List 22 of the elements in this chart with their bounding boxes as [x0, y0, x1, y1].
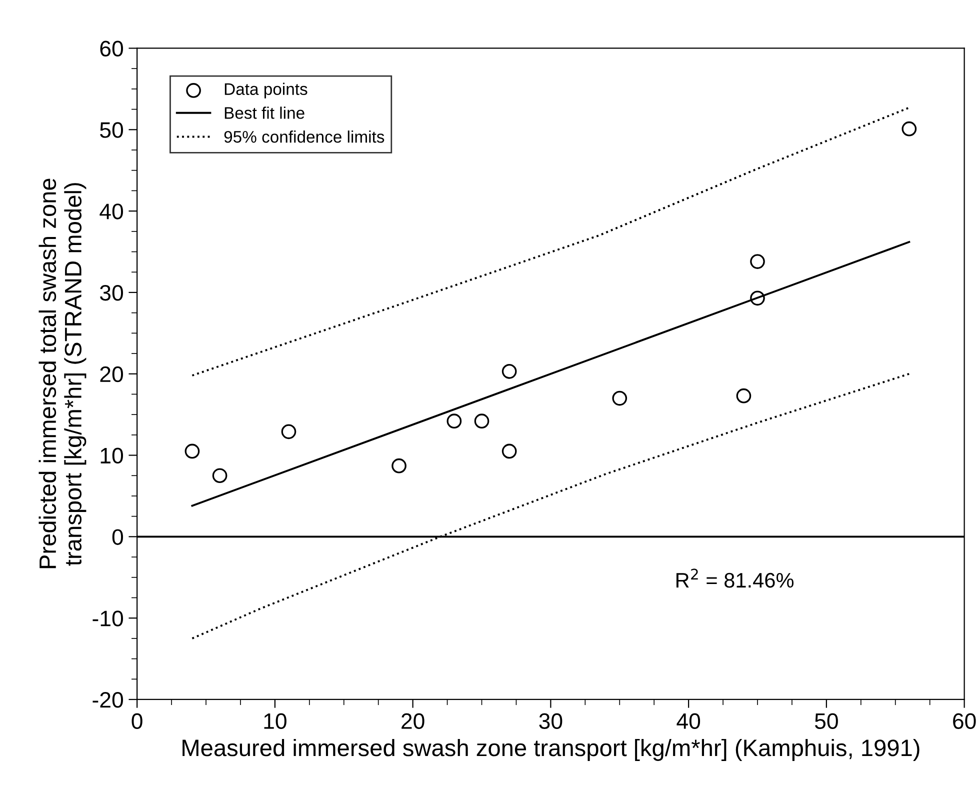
y-tick-label: 40 — [100, 204, 123, 220]
x-tick-label: 20 — [402, 713, 424, 729]
y-tick-label: 0 — [112, 529, 123, 545]
y-axis-title: Predicted immersed total swash zone transport [kg/m*hr] (STRAND model) — [38, 178, 86, 568]
x-tick-label: 30 — [539, 713, 562, 729]
legend-label: Data points — [224, 82, 308, 98]
y-tick-label: 10 — [100, 448, 123, 464]
legend-label: 95% confidence limits — [224, 130, 384, 143]
x-tick-label: 0 — [132, 713, 142, 729]
annotation: R$^{2}$ = 81.46% — [676, 568, 794, 588]
x-axis-title: Measured immersed swash zone transport [kg/m*hr] (Kamphuis, 1991) — [182, 738, 920, 761]
x-tick-label: 40 — [676, 713, 700, 729]
y-tick-label: 20 — [100, 366, 123, 382]
y-tick-label: -10 — [92, 610, 123, 626]
x-tick-label: 50 — [814, 713, 838, 729]
y-tick-label: 30 — [100, 284, 123, 301]
y-tick-label: 50 — [100, 122, 123, 138]
legend-label: Best fit line — [224, 106, 304, 119]
x-tick-label: 10 — [264, 713, 286, 729]
x-tick-label: 60 — [953, 713, 976, 729]
y-tick-label: 60 — [100, 40, 123, 57]
y-tick-label: -20 — [92, 692, 123, 708]
